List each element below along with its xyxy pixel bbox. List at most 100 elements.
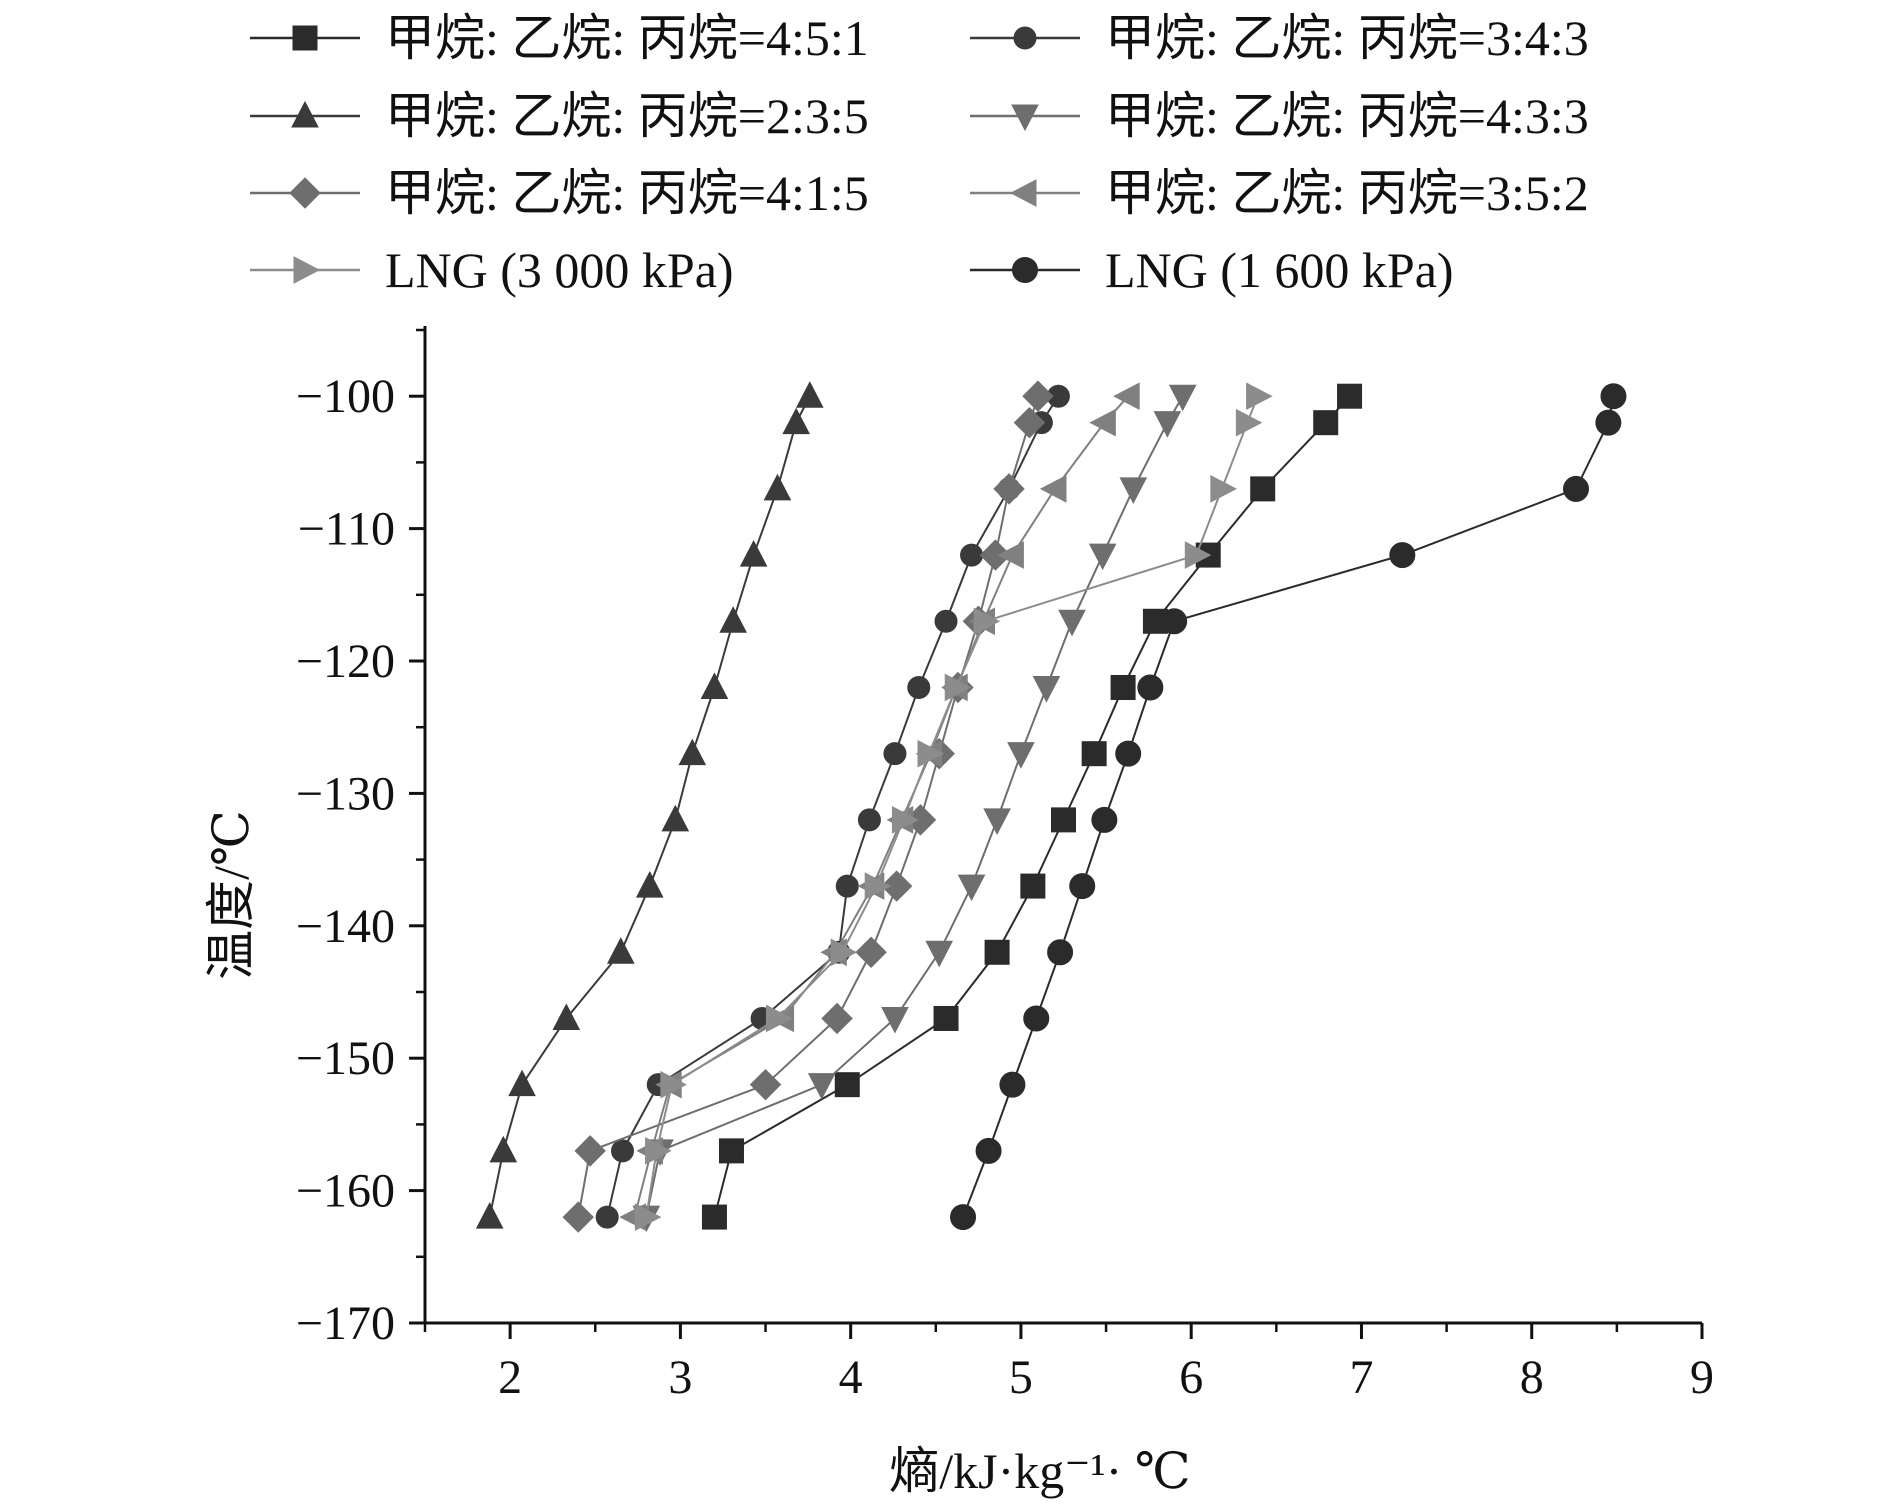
data-point	[795, 381, 824, 408]
series-8	[950, 383, 1627, 1231]
data-point	[1089, 408, 1116, 437]
legend-label: 甲烷: 乙烷: 丙烷=2:3:5	[385, 88, 869, 144]
legend-marker	[1009, 179, 1037, 207]
series-line	[713, 395, 1351, 1218]
data-point	[983, 808, 1011, 835]
data-point	[635, 870, 664, 898]
data-point	[1081, 741, 1107, 767]
data-point	[1047, 939, 1074, 966]
legend-entry-7: LNG (3 000 kPa)	[250, 242, 734, 298]
data-point	[606, 937, 635, 964]
legend-label: 甲烷: 乙烷: 丙烷=3:4:3	[1105, 10, 1589, 66]
y-tick-label: −130	[296, 767, 395, 820]
data-point	[1563, 475, 1590, 502]
series-7	[634, 382, 1273, 1231]
data-point	[1069, 873, 1096, 900]
data-point	[864, 872, 892, 900]
series-line	[645, 395, 1184, 1218]
legend-marker	[291, 100, 319, 128]
data-point	[719, 606, 748, 633]
y-tick-label: −160	[296, 1165, 395, 1218]
legend-entry-2: 甲烷: 乙烷: 丙烷=3:4:3	[970, 10, 1589, 66]
series-3	[475, 381, 824, 1229]
data-point	[739, 539, 768, 567]
data-point	[1115, 740, 1142, 767]
series-line	[577, 395, 1039, 1218]
data-point	[917, 739, 945, 768]
series-line	[962, 396, 1615, 1218]
data-point	[1032, 675, 1061, 703]
series-5	[562, 380, 1054, 1233]
legend-entry-3: 甲烷: 乙烷: 丙烷=2:3:5	[250, 88, 869, 144]
data-point	[1022, 380, 1054, 412]
x-tick-label: 2	[498, 1351, 522, 1404]
legend-label: 甲烷: 乙烷: 丙烷=4:3:3	[1105, 88, 1589, 144]
data-point	[960, 543, 984, 567]
data-point	[979, 539, 1012, 571]
data-point	[1313, 410, 1339, 436]
data-point	[489, 1135, 518, 1163]
y-tick-label: −110	[298, 503, 395, 556]
data-point	[1051, 807, 1076, 833]
legend-entry-1: 甲烷: 乙烷: 丙烷=4:5:1	[250, 10, 869, 66]
data-point	[975, 1137, 1002, 1164]
data-point	[1013, 406, 1046, 439]
series-line	[633, 395, 1129, 1218]
y-tick-label: −170	[296, 1297, 395, 1350]
x-axis-ticks: 2 3 4 5 6 7 8 9	[423, 1323, 1714, 1404]
legend-entry-8: LNG (1 600 kPa)	[970, 242, 1454, 298]
legend-marker	[293, 256, 321, 284]
data-point	[1337, 383, 1363, 409]
legend-entry-6: 甲烷: 乙烷: 丙烷=3:5:2	[970, 165, 1589, 221]
legend-label: LNG (3 000 kPa)	[385, 242, 734, 298]
y-axis-ticks: −100 −110 −120 −130 −140 −150 −160 −170	[296, 328, 425, 1350]
data-point	[1119, 477, 1148, 504]
data-point	[933, 1005, 959, 1031]
data-point	[508, 1069, 536, 1097]
legend-entry-5: 甲烷: 乙烷: 丙烷=4:1:5	[250, 165, 869, 221]
data-point	[678, 738, 707, 766]
legend-label: LNG (1 600 kPa)	[1105, 242, 1454, 298]
data-point	[1153, 411, 1182, 438]
data-point	[881, 1006, 909, 1034]
data-point	[984, 939, 1010, 965]
data-point	[944, 673, 972, 702]
x-tick-label: 3	[668, 1351, 692, 1404]
data-point	[993, 473, 1025, 505]
x-tick-label: 4	[839, 1351, 863, 1404]
data-point	[1058, 609, 1086, 637]
data-point	[1600, 383, 1627, 410]
data-point	[835, 874, 859, 898]
series-4	[632, 384, 1197, 1233]
data-point	[1595, 409, 1622, 436]
legend-marker	[292, 25, 318, 51]
data-point	[891, 806, 919, 834]
data-point	[1184, 541, 1212, 569]
data-point	[997, 541, 1024, 569]
data-point	[475, 1201, 504, 1229]
y-axis-title: 温度/℃	[203, 810, 259, 980]
data-point	[611, 1139, 635, 1163]
series-6	[619, 382, 1140, 1231]
x-tick-label: 5	[1009, 1351, 1033, 1404]
legend-label: 甲烷: 乙烷: 丙烷=4:1:5	[385, 165, 869, 221]
data-point	[661, 804, 690, 832]
y-tick-label: −100	[296, 370, 395, 423]
data-point	[1168, 384, 1197, 412]
x-tick-label: 8	[1520, 1351, 1544, 1404]
data-point	[834, 1072, 860, 1098]
data-point	[1210, 475, 1237, 503]
data-point	[782, 407, 811, 435]
legend-entry-4: 甲烷: 乙烷: 丙烷=4:3:3	[970, 88, 1589, 144]
data-point	[857, 808, 881, 832]
plot-series	[475, 380, 1627, 1233]
data-point	[765, 1004, 793, 1033]
data-point	[1088, 543, 1117, 571]
legend-marker	[1011, 104, 1039, 132]
data-point	[552, 1003, 581, 1030]
data-point	[595, 1205, 619, 1229]
series-line	[606, 395, 1060, 1218]
data-point	[660, 1070, 687, 1099]
